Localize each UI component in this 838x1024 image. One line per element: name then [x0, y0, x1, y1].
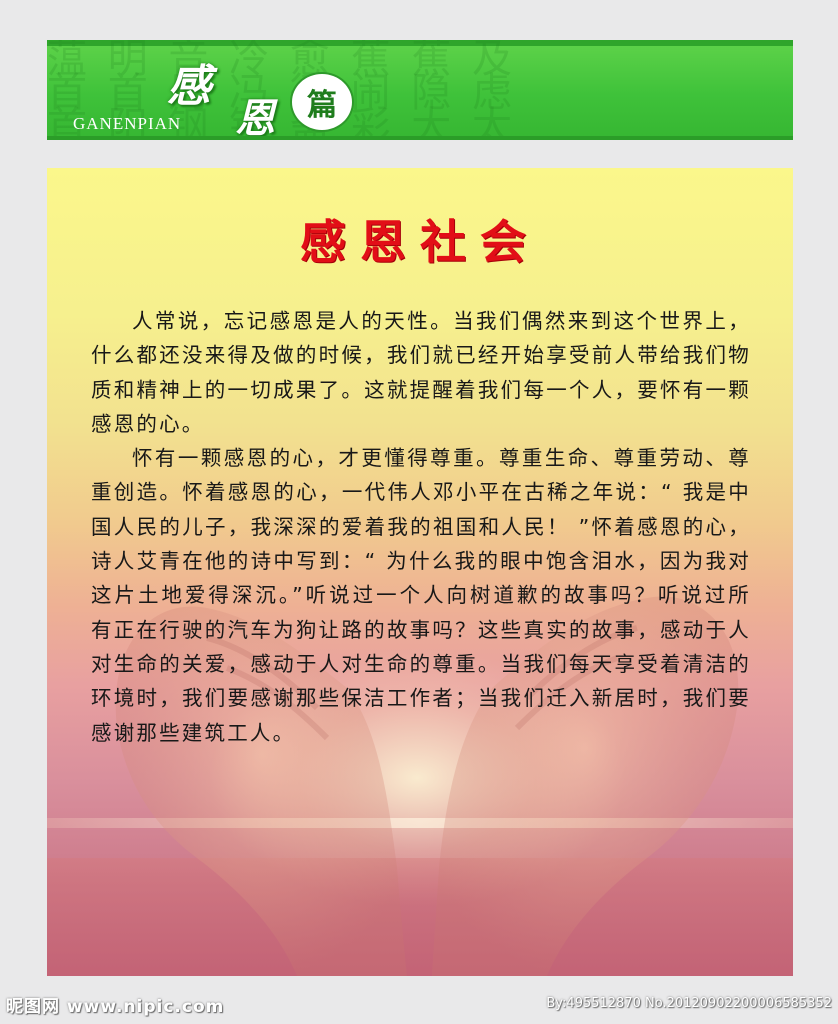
- left-hand-shape: [115, 606, 408, 976]
- cupped-hands-illustration: [115, 596, 739, 976]
- poster-title: 感恩社会: [300, 215, 540, 269]
- sea-surface: [47, 858, 793, 976]
- image-id-watermark: By:495512870 No.20120902200006585352: [546, 996, 832, 1011]
- banner-pian-char: 篇: [307, 88, 337, 123]
- banner-pian-badge: 篇: [290, 72, 354, 132]
- paragraph-1: 人常说，忘记感恩是人的天性。当我们偶然来到这个世界上，什么都还没来得及做的时候，…: [91, 309, 751, 436]
- banner-pinyin: GANENPIAN: [73, 114, 182, 133]
- header-banner: 蕰 明 音 冷 愈 蕉 蕉 及 首 首 周 冯 衙 闹 隐 虑 首 阳 钢 镀 …: [47, 40, 793, 140]
- banner-title-char-gan: 感: [167, 61, 211, 112]
- banner-title-char-en: 恩: [235, 95, 275, 140]
- poster-panel: 感恩社会 人常说，忘记感恩是人的天性。当我们偶然来到这个世界上，什么都还没来得及…: [47, 168, 793, 976]
- horizon-line: [47, 818, 793, 828]
- site-watermark: 昵图网 www.nipic.com: [6, 997, 225, 1017]
- finger-contours: [206, 625, 638, 741]
- paragraph-2: 怀有一颗感恩的心，才更懂得尊重。尊重生命、尊重劳动、尊重创造。怀着感恩的心，一代…: [91, 446, 751, 745]
- banner-top-stripe: [47, 40, 793, 46]
- banner-bottom-stripe: [47, 136, 793, 140]
- right-hand-shape: [432, 596, 739, 976]
- poster-body: 人常说，忘记感恩是人的天性。当我们偶然来到这个世界上，什么都还没来得及做的时候，…: [91, 304, 751, 750]
